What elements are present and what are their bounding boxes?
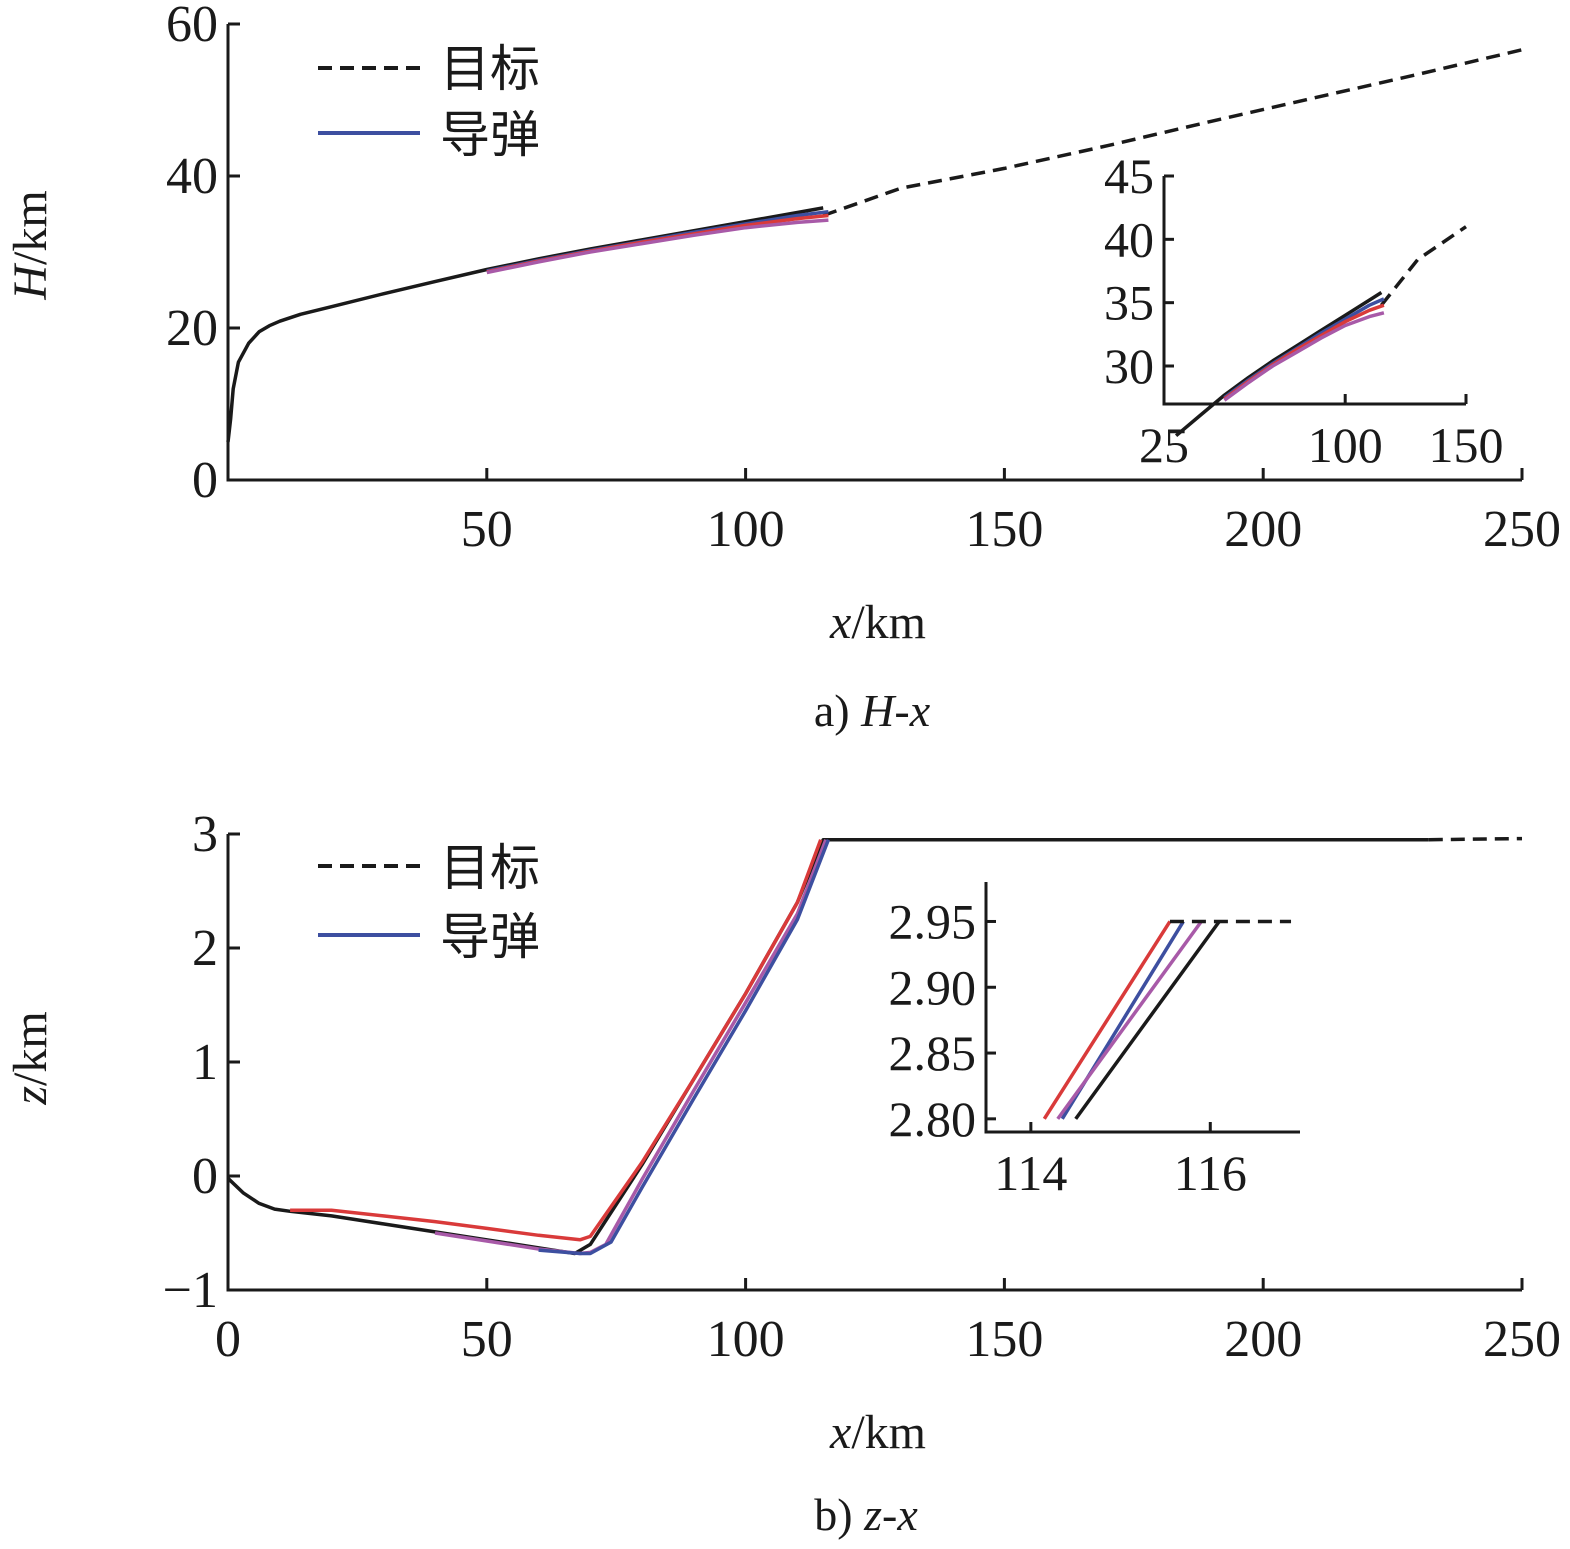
panel-b-inset-axes	[984, 882, 1300, 1134]
panel-a-x-ticks: 50 100 150 200 250	[461, 468, 1561, 558]
panel-a-inset-axes	[1162, 176, 1466, 406]
x-tick-label: 50	[461, 1311, 513, 1368]
panel-a-caption: a) H-x	[814, 685, 931, 736]
legend-label-missile: 导弹	[440, 908, 540, 966]
x-tick-label: 200	[1224, 1311, 1302, 1368]
panel-a-inset-y-ticks: 30 35 40 45	[1104, 148, 1174, 394]
y-tick-label: 2.85	[889, 1025, 977, 1081]
series-line-4	[486, 218, 829, 275]
panel-b-y-axis-label: z/km	[4, 1011, 57, 1105]
panel-a-inset-x-ticks: 25 100 150	[1139, 394, 1504, 473]
inset-series-line-0	[1042, 920, 1172, 1120]
series-line-0	[1428, 836, 1523, 842]
x-tick-label: 116	[1174, 1145, 1247, 1201]
y-tick-label: 3	[192, 806, 218, 863]
panel-a-y-axis-label: H/km	[4, 190, 57, 300]
panel-a-series	[226, 48, 1523, 443]
x-tick-label: 100	[707, 1311, 785, 1368]
panel-a-axes	[226, 24, 1522, 482]
panel-a-x-axis-label: x/km	[829, 596, 926, 649]
x-tick-label: 250	[1483, 501, 1561, 558]
legend-label-target: 目标	[440, 839, 540, 897]
y-tick-label: 45	[1104, 148, 1154, 204]
inset-series-line-2	[1056, 920, 1203, 1120]
panel-b-inset-series	[1042, 919, 1292, 1120]
y-tick-label: 2.95	[889, 893, 977, 949]
chart-panel-a: 50 100 150 200 250 0 20 40 60 目标 导弹 25 100 150 30…	[4, 0, 1561, 736]
y-tick-label: −1	[163, 1262, 218, 1319]
x-tick-label: 25	[1139, 417, 1189, 473]
x-tick-label: 150	[965, 501, 1043, 558]
y-tick-label: 35	[1104, 275, 1154, 331]
series-line-1	[226, 837, 1429, 1256]
panel-a-inset-series	[1174, 225, 1467, 438]
panel-b-x-ticks: 0 50 100 150 200 250	[215, 1278, 1561, 1368]
x-tick-label: 100	[707, 501, 785, 558]
series-line-0	[822, 48, 1523, 218]
series-line-4	[1223, 311, 1385, 402]
panel-b-inset-x-ticks: 114 116	[994, 1122, 1247, 1201]
panel-a-legend: 目标 导弹	[318, 40, 540, 164]
series-line-1	[226, 206, 824, 443]
x-tick-label: 0	[215, 1311, 241, 1368]
inset-series-line-3	[1074, 920, 1221, 1120]
panel-a-y-ticks: 0 20 40 60	[166, 0, 240, 509]
y-tick-label: 30	[1104, 338, 1154, 394]
x-tick-label: 50	[461, 501, 513, 558]
y-tick-label: 20	[166, 300, 218, 357]
series-line-4	[538, 839, 831, 1256]
x-tick-label: 250	[1483, 1311, 1561, 1368]
legend-label-target: 目标	[440, 40, 540, 98]
y-tick-label: 1	[192, 1034, 218, 1091]
series-line-1	[1174, 291, 1383, 438]
x-tick-label: 114	[994, 1145, 1067, 1201]
panel-b-caption: b) z-x	[814, 1489, 918, 1540]
panel-b-inset-y-ticks: 2.80 2.85 2.90 2.95	[889, 893, 996, 1147]
panel-b-series	[226, 836, 1523, 1256]
panel-b-x-axis-label: x/km	[829, 1406, 926, 1459]
panel-a-inset: 25 100 150 30 35 40 45	[1104, 148, 1504, 473]
x-tick-label: 150	[965, 1311, 1043, 1368]
y-tick-label: 2.90	[889, 959, 977, 1015]
y-tick-label: 40	[166, 148, 218, 205]
y-tick-label: 60	[166, 0, 218, 53]
x-tick-label: 200	[1224, 501, 1302, 558]
y-tick-label: 2.80	[889, 1091, 977, 1147]
series-line-3	[434, 839, 828, 1256]
x-tick-label: 150	[1429, 417, 1504, 473]
panel-b-y-ticks: −1 0 1 2 3	[163, 806, 240, 1319]
panel-b-inset: 114 116 2.80 2.85 2.90 2.95	[889, 882, 1300, 1201]
panel-b-legend: 目标 导弹	[318, 839, 540, 966]
y-tick-label: 40	[1104, 211, 1154, 267]
series-line-2	[290, 839, 823, 1242]
y-tick-label: 2	[192, 920, 218, 977]
y-tick-label: 0	[192, 452, 218, 509]
y-tick-label: 0	[192, 1148, 218, 1205]
legend-label-missile: 导弹	[440, 106, 540, 164]
x-tick-label: 100	[1308, 417, 1383, 473]
series-line-0	[1380, 225, 1467, 307]
